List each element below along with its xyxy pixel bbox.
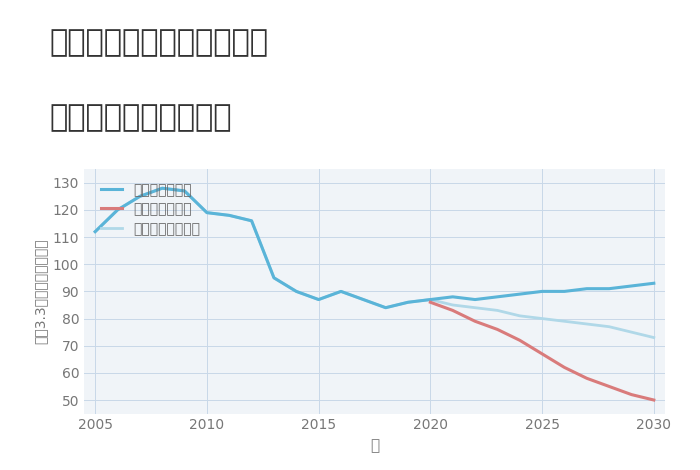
グッドシナリオ [627,283,636,289]
バッドシナリオ [560,365,568,370]
ノーマルシナリオ [650,335,658,340]
ノーマルシナリオ [515,313,524,319]
ノーマルシナリオ [471,305,480,311]
グッドシナリオ [382,305,390,311]
グッドシナリオ [247,218,256,224]
ノーマルシナリオ [136,194,144,199]
ノーマルシナリオ [582,321,591,327]
グッドシナリオ [471,297,480,302]
グッドシナリオ [181,188,189,194]
グッドシナリオ [136,194,144,199]
グッドシナリオ [494,294,502,300]
X-axis label: 年: 年 [370,438,379,453]
ノーマルシナリオ [494,307,502,313]
グッドシナリオ [314,297,323,302]
ノーマルシナリオ [270,275,278,281]
グッドシナリオ [404,299,412,305]
グッドシナリオ [225,212,233,218]
ノーマルシナリオ [225,212,233,218]
ノーマルシナリオ [91,229,99,235]
バッドシナリオ [650,397,658,403]
グッドシナリオ [605,286,613,291]
バッドシナリオ [538,351,546,357]
ノーマルシナリオ [337,289,345,294]
ノーマルシナリオ [449,302,457,308]
ノーマルシナリオ [627,329,636,335]
ノーマルシナリオ [181,188,189,194]
ノーマルシナリオ [247,218,256,224]
Legend: グッドシナリオ, バッドシナリオ, ノーマルシナリオ: グッドシナリオ, バッドシナリオ, ノーマルシナリオ [97,179,204,240]
バッドシナリオ [627,392,636,398]
ノーマルシナリオ [203,210,211,215]
バッドシナリオ [582,376,591,381]
バッドシナリオ [605,384,613,389]
ノーマルシナリオ [560,319,568,324]
グッドシナリオ [650,281,658,286]
ノーマルシナリオ [382,305,390,311]
グッドシナリオ [203,210,211,215]
グッドシナリオ [515,291,524,297]
グッドシナリオ [359,297,368,302]
グッドシナリオ [426,297,435,302]
ノーマルシナリオ [605,324,613,329]
グッドシナリオ [270,275,278,281]
バッドシナリオ [494,327,502,332]
ノーマルシナリオ [158,185,167,191]
ノーマルシナリオ [314,297,323,302]
グッドシナリオ [449,294,457,300]
グッドシナリオ [292,289,300,294]
Y-axis label: 坪（3.3㎡）単価（万円）: 坪（3.3㎡）単価（万円） [33,239,47,344]
バッドシナリオ [515,337,524,343]
Line: バッドシナリオ: バッドシナリオ [430,302,654,400]
Line: グッドシナリオ: グッドシナリオ [95,188,654,308]
ノーマルシナリオ [538,316,546,321]
グッドシナリオ [158,185,167,191]
バッドシナリオ [426,299,435,305]
ノーマルシナリオ [426,297,435,302]
Text: 兵庫県豊岡市日高町伊府の: 兵庫県豊岡市日高町伊府の [49,28,268,57]
ノーマルシナリオ [404,299,412,305]
グッドシナリオ [538,289,546,294]
グッドシナリオ [582,286,591,291]
ノーマルシナリオ [292,289,300,294]
グッドシナリオ [91,229,99,235]
Text: 中古戸建ての価格推移: 中古戸建ての価格推移 [49,103,232,133]
ノーマルシナリオ [113,207,122,213]
バッドシナリオ [471,319,480,324]
グッドシナリオ [337,289,345,294]
グッドシナリオ [113,207,122,213]
ノーマルシナリオ [359,297,368,302]
グッドシナリオ [560,289,568,294]
バッドシナリオ [449,307,457,313]
Line: ノーマルシナリオ: ノーマルシナリオ [95,188,654,337]
